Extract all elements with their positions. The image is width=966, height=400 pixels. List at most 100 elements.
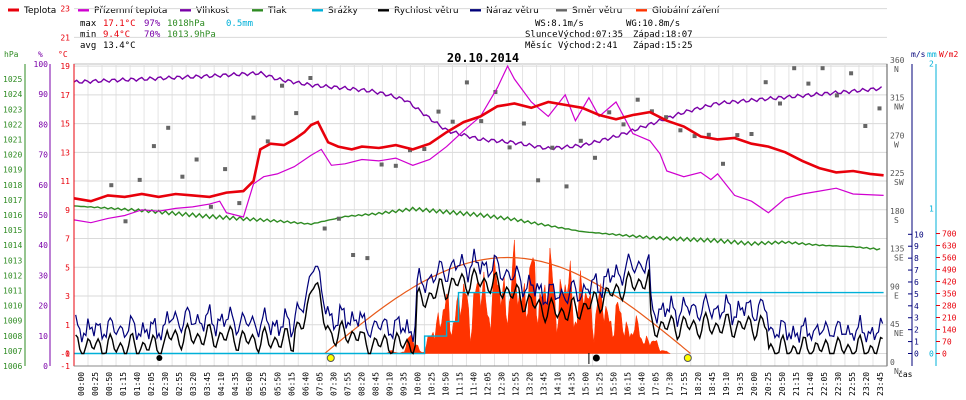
sun-arc — [324, 256, 691, 354]
ms-tick-label: 4 — [914, 302, 919, 311]
x-tick-label: 06:40 — [301, 372, 310, 396]
temperature-line — [73, 100, 884, 203]
legend-label-teplota: Teplota — [23, 6, 56, 16]
stat-max-rain: 0.5mm — [226, 19, 253, 29]
info-sun-label: Slunce — [525, 30, 558, 40]
c-extra-label: 0 — [65, 350, 70, 359]
wind-direction-point — [593, 155, 597, 160]
wm2-tick-label: 140 — [942, 326, 957, 335]
pct-tick-label: 80 — [38, 120, 48, 129]
wind-direction-point — [308, 76, 313, 80]
dir-tick-label: 270 — [890, 132, 905, 141]
x-tick-label: 01:15 — [119, 372, 128, 396]
wind-direction-point — [649, 109, 654, 114]
legend-label-tlak: Tlak — [267, 6, 288, 16]
info-moonrise: Východ:2:41 — [558, 41, 618, 51]
wind-direction-point — [820, 66, 825, 71]
x-tick-label: 07:05 — [315, 372, 324, 396]
x-axis-title: čas — [898, 369, 913, 379]
wm2-tick-label: 210 — [942, 314, 957, 323]
c-tick-label: 13 — [60, 148, 70, 157]
wind-direction-point — [137, 177, 142, 182]
wind-direction-point — [507, 145, 512, 150]
stat-max-temp: 17.1°C — [103, 19, 136, 29]
humidity-series — [73, 70, 883, 151]
info-ws: WS:8.1m/s — [535, 19, 584, 29]
info-panel: WS:8.1m/s WG:10.8m/s Slunce Východ:07:35… — [525, 19, 693, 51]
wm2-tick-label: 280 — [942, 302, 957, 311]
x-tick-label: 20:25 — [764, 372, 773, 396]
x-tick-label: 17:30 — [666, 372, 675, 396]
sunset-marker — [683, 354, 692, 362]
wind-direction-point — [123, 219, 128, 224]
dir-tick-label: 180 — [890, 207, 905, 216]
stat-min-press: 1013.9hPa — [167, 30, 216, 40]
dir-tick-label: 225 — [890, 169, 905, 178]
hpa-tick-label: 1021 — [3, 136, 22, 145]
mm-tick-label: 0 — [929, 350, 934, 359]
info-sunset: Západ:18:07 — [633, 30, 693, 40]
wind-direction-point — [422, 147, 427, 151]
wind-direction-point — [280, 83, 284, 88]
stat-max-press: 1018hPa — [167, 19, 205, 29]
wind-direction-point — [166, 125, 171, 130]
c-tick-label: 21 — [60, 33, 70, 42]
ms-tick-label: 7 — [914, 266, 919, 275]
x-tick-label: 09:10 — [385, 372, 394, 396]
hpa-tick-label: 1009 — [3, 317, 22, 326]
ms-axis-title: m/s — [911, 50, 926, 59]
x-tick-label: 04:35 — [231, 372, 240, 396]
wind-direction-point — [706, 132, 711, 137]
c-tick-label: 3 — [65, 292, 70, 301]
wind-direction-point — [464, 80, 469, 85]
wind-direction-point — [863, 124, 868, 128]
wind-direction-point — [550, 145, 555, 150]
x-tick-label: 03:20 — [189, 372, 198, 396]
hpa-tick-label: 1006 — [3, 362, 22, 371]
x-tick-label: 11:40 — [470, 372, 479, 396]
mm-tick-label: 2 — [929, 60, 934, 69]
x-tick-label: 20:50 — [778, 372, 787, 396]
c-tick-label: 7 — [65, 235, 70, 244]
wind-direction-point — [436, 109, 441, 114]
x-tick-label: 08:45 — [371, 372, 380, 396]
x-tick-label: 04:10 — [217, 372, 226, 396]
c-tick-label: 23 — [60, 5, 70, 14]
pct-axis-title: % — [38, 50, 43, 59]
c-tick-label: 5 — [65, 263, 70, 272]
x-tick-label: 13:45 — [540, 372, 549, 396]
x-tick-label: 20:00 — [750, 372, 759, 396]
dir-name-label: SE — [894, 254, 904, 263]
rain-series — [74, 291, 884, 355]
dir-tick-label: 360 — [890, 56, 905, 65]
hpa-tick-label: 1008 — [3, 332, 22, 341]
axes: 1006100710081009101010111012101310141015… — [3, 5, 957, 396]
wm2-tick-label: 490 — [942, 266, 957, 275]
wind-direction-point — [692, 134, 697, 139]
stat-min-hum: 70% — [144, 30, 161, 40]
wind-gust-series — [75, 248, 884, 343]
pct-tick-label: 90 — [38, 90, 48, 99]
x-tick-label: 06:15 — [287, 372, 296, 396]
wm2-tick-label: 420 — [942, 278, 957, 287]
wind-direction-point — [536, 178, 541, 183]
x-tick-label: 15:25 — [596, 372, 605, 396]
wind-direction-point — [521, 121, 526, 126]
ms-tick-label: 2 — [914, 326, 919, 335]
x-tick-label: 15:50 — [610, 372, 619, 396]
pct-tick-label: 70 — [38, 151, 48, 160]
legend-label-rychlost-v-tru: Rychlost větru — [394, 6, 459, 16]
c-tick-label: 1 — [65, 321, 70, 330]
pct-tick-label: 100 — [34, 60, 49, 69]
legend-label-n-raz-v-tru: Náraz větru — [486, 6, 539, 16]
dir-name-label: NE — [894, 329, 904, 338]
dir-name-label: E — [894, 292, 899, 301]
ms-tick-label: 3 — [914, 314, 919, 323]
stat-min-temp: 9.4°C — [103, 30, 130, 40]
c-axis-title: °C — [58, 50, 68, 59]
wind-gust-line — [75, 248, 884, 343]
pct-tick-label: 50 — [38, 211, 48, 220]
wind-direction-point — [450, 119, 455, 124]
x-tick-label: 22:05 — [820, 372, 829, 396]
